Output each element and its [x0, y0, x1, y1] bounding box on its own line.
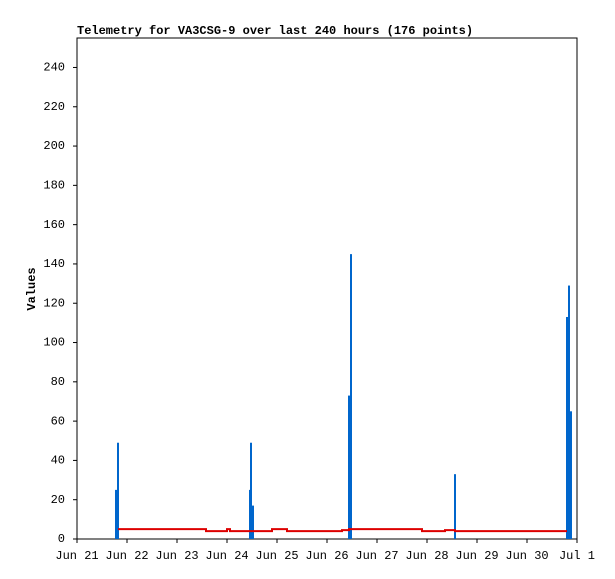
x-tick-label: Jun 21 — [55, 549, 98, 563]
x-tick-label: Jun 26 — [305, 549, 348, 563]
x-tick-label: Jun 23 — [155, 549, 198, 563]
bar — [115, 489, 117, 539]
x-tick-label: Jun 28 — [405, 549, 448, 563]
y-tick-label: 20 — [51, 493, 65, 507]
bar — [250, 442, 252, 539]
y-tick-label: 140 — [43, 257, 65, 271]
y-tick-label: 40 — [51, 454, 65, 468]
y-tick-label: 100 — [43, 336, 65, 350]
y-tick-label: 180 — [43, 179, 65, 193]
y-tick-label: 0 — [58, 532, 65, 546]
bar — [570, 411, 572, 539]
bar — [568, 285, 570, 539]
bar — [350, 254, 352, 539]
y-tick-label: 240 — [43, 61, 65, 75]
y-tick-label: 80 — [51, 375, 65, 389]
x-tick-label: Jun 27 — [355, 549, 398, 563]
line — [118, 528, 567, 533]
bar — [252, 505, 254, 539]
y-axis-label: Values — [25, 267, 39, 310]
x-tick-label: Jun 22 — [105, 549, 148, 563]
x-tick-label: Jul 1 — [559, 549, 595, 563]
chart-title: Telemetry for VA3CSG-9 over last 240 hou… — [77, 24, 473, 38]
x-tick-label: Jun 24 — [205, 549, 248, 563]
y-tick-label: 160 — [43, 218, 65, 232]
bar — [454, 474, 456, 539]
x-tick-label: Jun 29 — [455, 549, 498, 563]
x-tick-label: Jun 30 — [505, 549, 548, 563]
bar — [117, 442, 119, 539]
bar — [348, 395, 350, 539]
y-tick-label: 220 — [43, 100, 65, 114]
y-tick-label: 60 — [51, 414, 65, 428]
bar — [566, 316, 568, 539]
y-tick-label: 200 — [43, 139, 65, 153]
y-tick-label: 120 — [43, 296, 65, 310]
x-tick-label: Jun 25 — [255, 549, 298, 563]
